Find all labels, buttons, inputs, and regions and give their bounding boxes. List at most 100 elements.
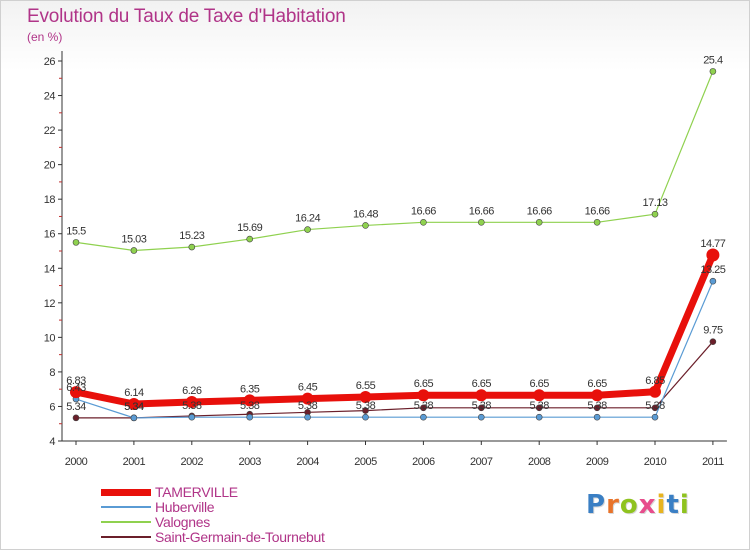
data-point bbox=[535, 219, 543, 226]
data-label: 6.26 bbox=[182, 385, 202, 397]
data-label: 5.38 bbox=[414, 400, 434, 412]
data-point bbox=[709, 277, 717, 285]
data-label: 5.34 bbox=[66, 401, 86, 413]
series-tamerville bbox=[70, 248, 720, 411]
x-tick-label: 2007 bbox=[470, 456, 493, 468]
data-point bbox=[649, 385, 661, 398]
data-label: 5.38 bbox=[298, 400, 318, 412]
data-label: 16.24 bbox=[295, 213, 320, 225]
data-point bbox=[709, 338, 717, 345]
data-label: 15.5 bbox=[66, 225, 86, 237]
y-tick-label: 26 bbox=[44, 56, 56, 68]
data-label: 17.13 bbox=[642, 197, 667, 209]
data-point bbox=[477, 219, 485, 226]
data-point bbox=[535, 413, 543, 421]
data-label: 5.38 bbox=[182, 400, 202, 412]
data-label: 5.38 bbox=[356, 400, 376, 412]
legend-label: Valognes bbox=[155, 514, 210, 530]
data-point bbox=[533, 389, 546, 402]
data-point bbox=[304, 413, 311, 421]
data-label: 6.65 bbox=[472, 378, 492, 390]
data-point bbox=[593, 404, 601, 412]
data-point bbox=[709, 68, 717, 75]
y-tick-label: 14 bbox=[44, 263, 56, 275]
data-label: 16.66 bbox=[411, 205, 436, 217]
y-axis-unit-label: (en %) bbox=[27, 30, 63, 44]
chart-title: Evolution du Taux de Taxe d'Habitation bbox=[27, 6, 346, 27]
series-line bbox=[75, 280, 714, 419]
data-point bbox=[651, 413, 659, 421]
data-point bbox=[359, 390, 372, 403]
data-label: 5.38 bbox=[240, 400, 260, 412]
data-label: 6.45 bbox=[298, 382, 318, 394]
data-point bbox=[420, 413, 427, 421]
data-label: 14.77 bbox=[700, 238, 725, 250]
y-tick-label: 10 bbox=[44, 332, 56, 344]
data-label: 6.65 bbox=[414, 378, 434, 390]
x-tick-label: 2006 bbox=[412, 456, 435, 468]
y-tick-label: 4 bbox=[49, 436, 55, 448]
x-tick-label: 2005 bbox=[354, 456, 377, 468]
legend-label: Saint-Germain-de-Tournebut bbox=[155, 529, 325, 545]
x-tick-label: 2011 bbox=[702, 456, 724, 468]
data-label: 15.23 bbox=[179, 230, 204, 242]
series-lines bbox=[70, 68, 720, 422]
data-label: 16.48 bbox=[353, 208, 378, 220]
data-label: 6.43 bbox=[66, 382, 86, 394]
data-point bbox=[535, 404, 543, 412]
data-point bbox=[593, 219, 601, 226]
x-tick-label: 2002 bbox=[181, 456, 204, 468]
logo-letter: i bbox=[679, 490, 690, 520]
data-label: 5.34 bbox=[124, 401, 144, 413]
data-label: 16.66 bbox=[585, 205, 610, 217]
y-tick-label: 22 bbox=[44, 125, 56, 137]
data-label: 15.03 bbox=[121, 233, 146, 245]
data-point bbox=[706, 248, 720, 262]
y-tick-label: 12 bbox=[44, 298, 56, 310]
x-tick-label: 2004 bbox=[296, 456, 319, 468]
series-saint-germain-de-tournebut bbox=[72, 338, 717, 422]
data-label: 25.4 bbox=[703, 54, 723, 66]
legend-swatch bbox=[101, 489, 151, 496]
legend-swatch bbox=[101, 536, 151, 538]
legend-item: Huberville bbox=[101, 499, 401, 515]
series-valognes bbox=[72, 68, 717, 254]
data-point bbox=[301, 392, 314, 405]
legend: TAMERVILLE Huberville Valognes Saint-Germai… bbox=[101, 484, 401, 545]
data-point bbox=[127, 398, 140, 411]
x-tick-label: 2000 bbox=[65, 456, 88, 468]
data-label: 6.83 bbox=[66, 375, 86, 387]
data-label: 6.65 bbox=[529, 378, 549, 390]
data-label: 16.66 bbox=[469, 205, 494, 217]
y-tick-label: 24 bbox=[44, 91, 56, 103]
legend-item: Valognes bbox=[101, 514, 401, 530]
data-label: 5.38 bbox=[529, 400, 549, 412]
data-label: 15.69 bbox=[237, 222, 262, 234]
data-point bbox=[185, 395, 198, 408]
data-label: 9.75 bbox=[703, 325, 723, 337]
data-point bbox=[362, 407, 369, 414]
data-point bbox=[477, 404, 485, 412]
data-label: 6.85 bbox=[645, 375, 665, 387]
y-tick-label: 16 bbox=[44, 229, 56, 241]
data-point bbox=[70, 386, 82, 399]
data-point bbox=[420, 219, 427, 226]
data-point bbox=[651, 404, 659, 412]
series-huberville bbox=[72, 277, 717, 422]
data-point bbox=[188, 243, 196, 251]
data-label: 5.38 bbox=[472, 400, 492, 412]
legend-label: TAMERVILLE bbox=[155, 484, 238, 500]
data-point bbox=[477, 413, 485, 421]
data-point bbox=[475, 389, 488, 402]
x-tick-label: 2003 bbox=[238, 456, 261, 468]
x-tick-label: 2001 bbox=[123, 456, 146, 468]
proxiti-logo: Proxiti bbox=[586, 490, 690, 520]
data-point bbox=[651, 210, 659, 218]
data-label: 13.25 bbox=[700, 264, 725, 276]
y-tick-label: 20 bbox=[44, 160, 56, 172]
data-point bbox=[243, 394, 256, 407]
axes: 4 6 8 10 12 14 16 18 20 22 24 26 2000 2001 2002 2003 200… bbox=[44, 51, 727, 468]
data-label: 5.34 bbox=[124, 401, 144, 413]
